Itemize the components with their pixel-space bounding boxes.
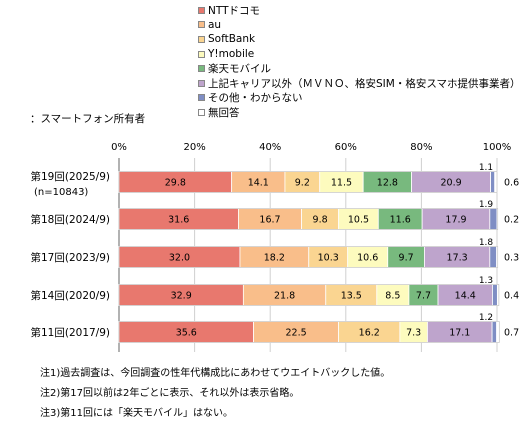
x-tick-label: 0% — [111, 142, 127, 153]
data-label: 31.6 — [168, 215, 189, 226]
x-tick-label: 40% — [259, 142, 281, 153]
legend-swatch — [198, 50, 205, 58]
chart-legend: NTTドコモ au SoftBank Y!mobile 楽天モバイル 上記キャリア以外（Ｍ… — [198, 3, 521, 120]
data-label: 14.4 — [455, 291, 476, 302]
data-label: 35.6 — [176, 328, 197, 339]
data-label: 16.7 — [259, 215, 280, 226]
data-label: 16.2 — [359, 328, 380, 339]
category-label: 第17回(2023/9) — [31, 251, 111, 264]
data-label: 32.0 — [169, 253, 190, 264]
legend-label: SoftBank — [208, 33, 256, 46]
category-label: 第11回(2017/9) — [31, 326, 111, 339]
legend-item: au — [198, 18, 521, 33]
data-label: 9.8 — [313, 215, 328, 226]
legend-label: 上記キャリア以外（ＭＶＮＯ、格安SIM・格安スマホ提供事業者） — [208, 77, 521, 90]
note-3: 注3)第11回には「楽天モバイル」はない。 — [40, 408, 233, 419]
bar-segment — [491, 321, 498, 343]
data-label-no-answer: 0.2 — [504, 215, 519, 226]
data-label: 29.8 — [165, 178, 186, 189]
legend-swatch — [198, 6, 205, 14]
bar-segment — [490, 171, 496, 193]
data-label: 10.6 — [357, 253, 378, 264]
data-label: 17.3 — [447, 253, 468, 264]
data-label: 10.5 — [348, 215, 369, 226]
x-tick-label: 60% — [335, 142, 357, 153]
data-label-no-answer: 0.7 — [504, 328, 519, 339]
data-label: 8.5 — [385, 291, 400, 302]
note-2: 注2)第17回以前は2年ごとに表示、それ以外は表示省略。 — [40, 388, 300, 399]
legend-label: Y!mobile — [208, 48, 255, 61]
bar-outline — [118, 246, 499, 268]
bar-segment — [494, 171, 498, 193]
legend-item: SoftBank — [198, 32, 521, 47]
respondent-label: ：スマートフォン所有者 — [30, 113, 146, 125]
data-label-other: 1.9 — [479, 200, 494, 210]
data-label: 12.8 — [377, 178, 398, 189]
category-label: 第18回(2024/9) — [31, 213, 111, 226]
bar-segment — [492, 284, 498, 306]
legend-item: Y!mobile — [198, 47, 521, 62]
data-label: 17.1 — [449, 328, 470, 339]
legend-swatch — [198, 65, 205, 73]
notes: 注1)過去調査は、今回調査の性年代構成比にあわせてウエイトバックした値。 注2)… — [40, 364, 390, 424]
data-label-other: 1.1 — [479, 163, 493, 173]
data-label-other: 1.8 — [479, 238, 494, 248]
data-label: 9.7 — [399, 253, 414, 264]
legend-swatch — [198, 35, 205, 43]
bar-outline — [118, 171, 498, 193]
legend-label: au — [208, 18, 222, 31]
bar-segment — [489, 246, 498, 268]
data-label: 17.9 — [445, 215, 466, 226]
category-sublabel: (n=10843) — [34, 187, 88, 198]
data-label: 21.8 — [274, 291, 295, 302]
legend-item: 無回答 — [198, 105, 521, 120]
legend-swatch — [198, 21, 205, 29]
data-label-other: 1.2 — [479, 313, 493, 323]
data-label: 10.3 — [318, 253, 339, 264]
data-label: 9.2 — [295, 178, 310, 189]
category-label: 第14回(2020/9) — [31, 289, 111, 302]
category-label: 第19回(2025/9) — [31, 170, 111, 183]
data-label: 18.2 — [264, 253, 285, 264]
data-label: 32.9 — [171, 291, 192, 302]
data-label: 11.5 — [331, 178, 352, 189]
data-label-no-answer: 0.6 — [504, 178, 519, 189]
bar-outline — [118, 284, 500, 306]
bar-outline — [118, 321, 500, 343]
data-label: 13.5 — [341, 291, 362, 302]
legend-item: その他・わからない — [198, 91, 521, 106]
data-label: 20.9 — [440, 178, 461, 189]
legend-swatch — [198, 94, 205, 102]
legend-item: NTTドコモ — [198, 3, 521, 18]
data-label-other: 1.3 — [479, 276, 493, 286]
data-label: 14.1 — [248, 178, 269, 189]
data-label-no-answer: 0.4 — [504, 291, 519, 302]
data-label: 7.3 — [406, 328, 421, 339]
data-label: 11.6 — [390, 215, 411, 226]
legend-label: 楽天モバイル — [208, 63, 271, 76]
data-label: 7.7 — [416, 291, 431, 302]
bar-segment — [489, 208, 498, 230]
legend-label: NTTドコモ — [208, 4, 260, 17]
legend-label: その他・わからない — [208, 92, 303, 105]
legend-swatch — [198, 108, 205, 116]
x-tick-label: 20% — [183, 142, 205, 153]
legend-label: 無回答 — [208, 106, 240, 119]
legend-swatch — [198, 79, 205, 87]
data-label-no-answer: 0.3 — [504, 253, 519, 264]
note-1: 注1)過去調査は、今回調査の性年代構成比にあわせてウエイトバックした値。 — [40, 368, 391, 379]
bar-segment — [496, 321, 500, 343]
legend-item: 上記キャリア以外（ＭＶＮＯ、格安SIM・格安スマホ提供事業者） — [198, 76, 521, 91]
x-tick-label: 80% — [410, 142, 432, 153]
bar-outline — [118, 208, 499, 230]
x-tick-label: 100% — [483, 142, 512, 153]
legend-item: 楽天モバイル — [198, 61, 521, 76]
data-label: 22.5 — [286, 328, 307, 339]
